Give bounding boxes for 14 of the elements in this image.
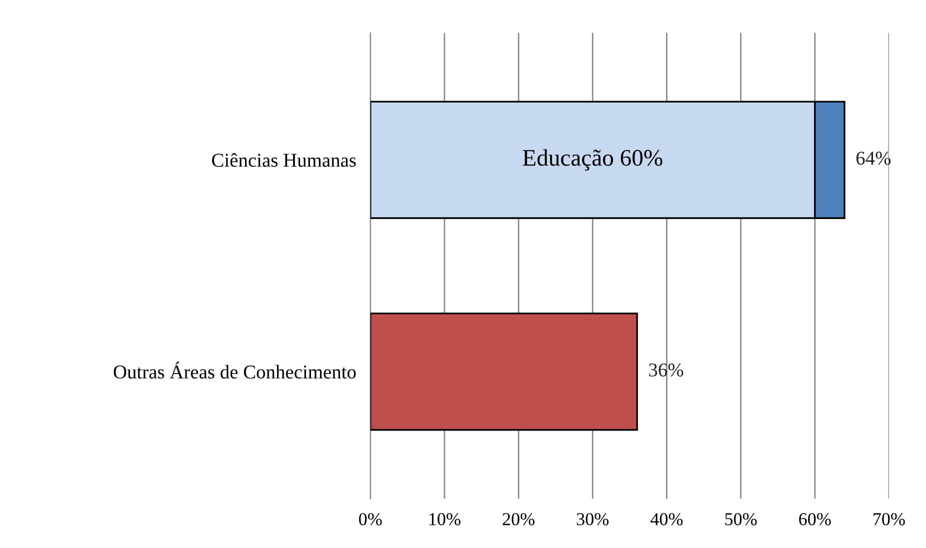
total-label: 36% [649, 363, 684, 377]
x-tick-label: 30% [576, 513, 609, 526]
x-tick-label: 60% [799, 513, 831, 526]
y-tick-label: Outras Áreas de Conhecimento [114, 362, 356, 379]
y-tick-label: Ciências Humanas [212, 153, 356, 167]
total-label: 64% [856, 152, 891, 165]
x-tick-label: 20% [502, 513, 534, 526]
x-tick-label: 10% [430, 513, 460, 526]
x-tick-label: 40% [650, 513, 683, 526]
x-tick-label: 0% [359, 513, 382, 526]
data-label: Educação 60% [522, 149, 662, 171]
x-tick-label: 50% [725, 513, 757, 526]
bar [370, 312, 638, 431]
x-tick-label: 70% [874, 513, 905, 526]
